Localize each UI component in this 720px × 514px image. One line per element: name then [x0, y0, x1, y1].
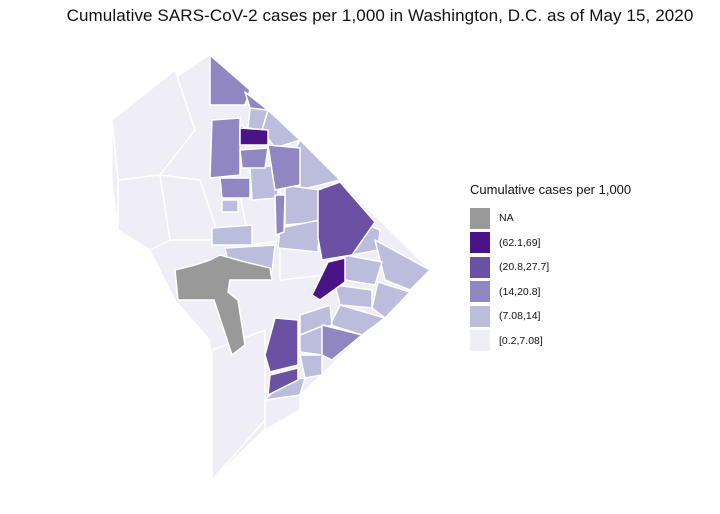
- region-southeast-6: [321, 324, 363, 361]
- legend-item: (62.1,69]: [470, 231, 631, 256]
- region-north-tip: [209, 54, 251, 106]
- region-west-center: [211, 224, 253, 246]
- legend-swatch: [470, 232, 490, 254]
- region-southwest-strip: [211, 329, 266, 481]
- region-north-7: [239, 147, 269, 169]
- legend-label: (62.1,69]: [499, 236, 541, 249]
- legend-label: [0.2,7.08]: [499, 334, 543, 347]
- legend-item: (7.08,14]: [470, 304, 631, 329]
- region-northwest-1: [111, 69, 196, 181]
- region-north-1: [244, 91, 269, 111]
- legend-label: (20.8,27.7]: [499, 261, 550, 274]
- legend-item: NA: [470, 206, 631, 231]
- legend-swatch: [470, 256, 490, 278]
- region-north-6: [267, 144, 301, 191]
- legend-item: (20.8,27.7]: [470, 255, 631, 280]
- region-east-large: [317, 181, 376, 261]
- legend-label: (7.08,14]: [499, 310, 541, 323]
- legend-label: NA: [499, 212, 514, 225]
- legend-title: Cumulative cases per 1,000: [470, 182, 632, 197]
- region-southeast-4: [299, 354, 323, 379]
- region-east-2: [374, 239, 431, 291]
- region-south-1: [264, 394, 301, 431]
- region-south-large: [264, 317, 299, 373]
- region-north-4: [209, 117, 241, 179]
- legend-label: (14,20.8]: [499, 285, 541, 298]
- region-north-dark: [239, 127, 269, 146]
- legend-item: (14,20.8]: [470, 280, 631, 305]
- map-title: Cumulative SARS-CoV-2 cases per 1,000 in…: [66, 6, 694, 25]
- legend-swatch: [470, 281, 490, 303]
- region-center-3: [284, 184, 321, 226]
- region-na-mall: [174, 254, 273, 356]
- region-east-dark: [311, 257, 346, 301]
- legend-swatch: [470, 207, 490, 229]
- legend-swatch: [470, 305, 490, 327]
- legend-item: [0.2,7.08]: [470, 329, 631, 354]
- region-center-5: [274, 194, 286, 236]
- region-small-west: [221, 199, 239, 213]
- legend-swatch: [470, 330, 490, 352]
- map-legend: Cumulative cases per 1,000 NA (62.1,69] …: [470, 182, 631, 353]
- region-south-2: [267, 367, 299, 396]
- region-northwest-2: [117, 174, 171, 251]
- region-center-4: [277, 219, 321, 253]
- region-north-8: [219, 177, 251, 199]
